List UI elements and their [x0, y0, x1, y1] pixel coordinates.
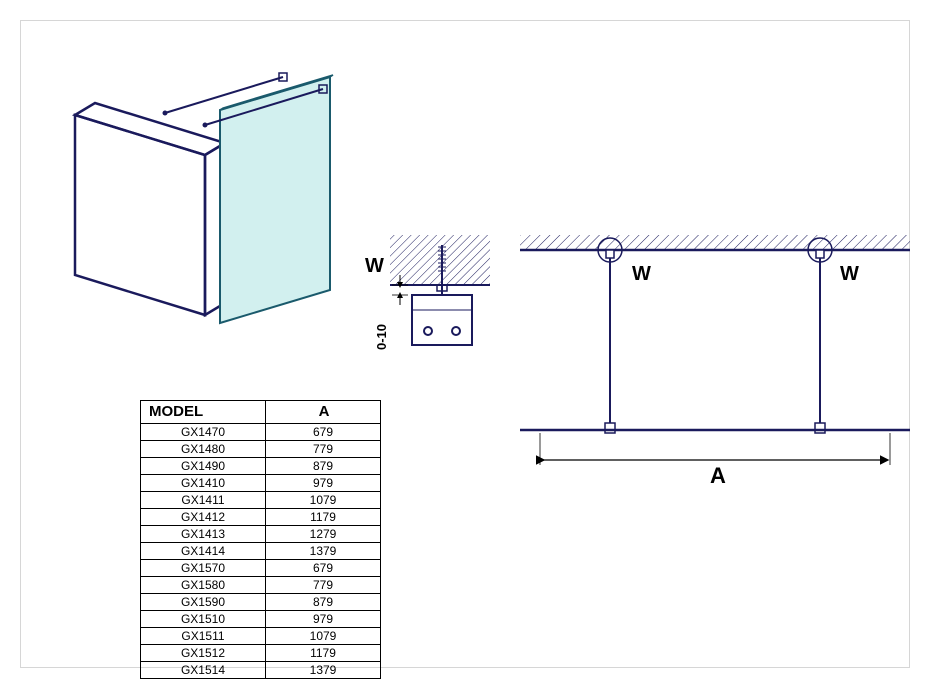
iso-svg [45, 25, 385, 335]
isometric-view [45, 25, 385, 335]
table-header-row: MODEL A [141, 401, 381, 424]
table-cell: 679 [266, 560, 381, 577]
anchor-2 [203, 123, 208, 128]
screw-thread [438, 247, 446, 271]
wall-front [75, 115, 205, 315]
plan-w-label-1: W [632, 263, 651, 286]
table-row: GX15111079 [141, 628, 381, 645]
table-cell: GX1412 [141, 509, 266, 526]
table-row: GX14131279 [141, 526, 381, 543]
table-cell: 979 [266, 611, 381, 628]
table-cell: GX1414 [141, 543, 266, 560]
wall-hatch [390, 235, 490, 285]
plan-clamp-1 [605, 423, 615, 433]
anchor-1 [163, 111, 168, 116]
table-row: GX1510979 [141, 611, 381, 628]
plan-anchor-2 [816, 250, 824, 258]
table-cell: GX1490 [141, 458, 266, 475]
table-cell: GX1410 [141, 475, 266, 492]
table-cell: GX1590 [141, 594, 266, 611]
table-row: GX1480779 [141, 441, 381, 458]
table-cell: 779 [266, 577, 381, 594]
bracket-body [412, 295, 472, 345]
table-cell: GX1510 [141, 611, 266, 628]
table-cell: 679 [266, 424, 381, 441]
detail-w-label: W [365, 255, 384, 278]
col-a: A [266, 401, 381, 424]
glass-panel [220, 77, 330, 323]
mounting-detail: W 0-10 [360, 235, 500, 415]
table-cell: GX1470 [141, 424, 266, 441]
clearance-label: 0-10 [374, 324, 389, 350]
plan-a-label: A [710, 463, 726, 489]
table-cell: 879 [266, 594, 381, 611]
table-cell: 979 [266, 475, 381, 492]
table-row: GX1590879 [141, 594, 381, 611]
plan-w-label-2: W [840, 263, 859, 286]
table-cell: 1279 [266, 526, 381, 543]
table-row: GX14141379 [141, 543, 381, 560]
table-cell: 779 [266, 441, 381, 458]
plan-anchor-1 [606, 250, 614, 258]
table-cell: 1379 [266, 662, 381, 679]
table-cell: 1079 [266, 628, 381, 645]
table-row: GX1580779 [141, 577, 381, 594]
table-row: GX15141379 [141, 662, 381, 679]
table-row: GX14121179 [141, 509, 381, 526]
table-cell: GX1512 [141, 645, 266, 662]
plan-view: W W A [520, 235, 910, 495]
table-cell: GX1580 [141, 577, 266, 594]
table-cell: 1079 [266, 492, 381, 509]
table-row: GX1490879 [141, 458, 381, 475]
table-cell: GX1514 [141, 662, 266, 679]
table-row: GX1470679 [141, 424, 381, 441]
table-cell: 1179 [266, 509, 381, 526]
col-model: MODEL [141, 401, 266, 424]
plan-clamp-2 [815, 423, 825, 433]
table-row: GX15121179 [141, 645, 381, 662]
table-cell: 879 [266, 458, 381, 475]
table-row: GX14111079 [141, 492, 381, 509]
wall-top [75, 103, 225, 155]
table-cell: GX1480 [141, 441, 266, 458]
table-cell: GX1411 [141, 492, 266, 509]
table-row: GX1570679 [141, 560, 381, 577]
table-cell: GX1570 [141, 560, 266, 577]
model-table: MODEL A GX1470679GX1480779GX1490879GX141… [140, 400, 381, 679]
table-cell: 1179 [266, 645, 381, 662]
table-cell: 1379 [266, 543, 381, 560]
table-cell: GX1413 [141, 526, 266, 543]
table-cell: GX1511 [141, 628, 266, 645]
table-row: GX1410979 [141, 475, 381, 492]
plan-wall-hatch [520, 235, 910, 250]
